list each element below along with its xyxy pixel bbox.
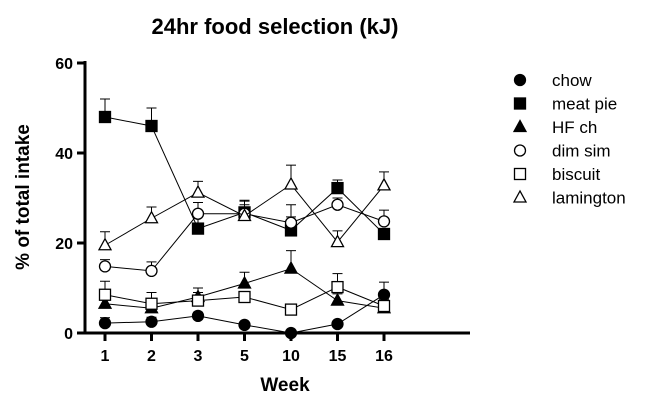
- y-axis-title: % of total intake: [13, 124, 34, 270]
- y-tick-label: 60: [55, 56, 73, 73]
- data-point-lamington: [97, 237, 113, 251]
- y-tick-label: 20: [55, 236, 73, 253]
- data-point-biscuit: [98, 288, 112, 301]
- data-point-lamington: [376, 177, 392, 191]
- data-point-meat-pie: [377, 227, 391, 241]
- data-point-hf-ch: [237, 275, 252, 289]
- data-point-chow: [284, 326, 298, 340]
- data-point-chow: [98, 316, 112, 330]
- legend-item-biscuit: biscuit: [513, 165, 600, 184]
- data-point-chow: [331, 317, 344, 331]
- y-tick-label: 0: [64, 326, 73, 343]
- chart-title: 24hr food selection (kJ): [152, 14, 399, 39]
- legend-marker-chow: [513, 73, 527, 87]
- data-point-lamington: [283, 176, 299, 190]
- data-point-biscuit: [377, 299, 391, 313]
- y-tick-label: 40: [55, 146, 73, 163]
- data-point-meat-pie: [145, 119, 158, 133]
- x-tick-label: 1: [101, 348, 110, 365]
- data-point-hf-ch: [330, 292, 345, 306]
- legend-item-chow: chow: [513, 71, 592, 90]
- x-tick-label: 5: [240, 348, 249, 365]
- data-point-dim-sim: [191, 207, 205, 220]
- legend-label: lamington: [552, 189, 626, 208]
- data-point-biscuit: [331, 280, 344, 294]
- data-point-chow: [191, 309, 205, 323]
- data-point-dim-sim: [98, 260, 112, 273]
- data-point-lamington: [237, 208, 252, 222]
- legend-marker-dim-sim: [513, 144, 527, 157]
- data-point-chow: [145, 315, 158, 328]
- legend-label: biscuit: [552, 165, 600, 184]
- x-tick-label: 16: [375, 348, 393, 365]
- legend-label: dim sim: [552, 142, 611, 161]
- legend-item-lamington: lamington: [512, 189, 626, 208]
- data-point-chow: [377, 288, 391, 301]
- legend-label: HF ch: [552, 118, 597, 137]
- legend-marker-hf-ch: [512, 119, 528, 133]
- plot-area: [97, 98, 392, 340]
- legend-item-meat-pie: meat pie: [513, 95, 617, 114]
- data-point-hf-ch: [97, 295, 113, 309]
- series-biscuit: [98, 273, 391, 316]
- data-point-chow: [238, 318, 251, 332]
- series-hf-ch: [97, 250, 392, 314]
- legend-label: chow: [552, 71, 592, 90]
- data-point-hf-ch: [283, 260, 299, 274]
- legend-marker-lamington: [512, 189, 528, 203]
- series-lamington: [97, 164, 392, 251]
- x-tick-label: 10: [282, 348, 300, 365]
- data-point-dim-sim: [145, 264, 158, 278]
- data-point-biscuit: [191, 294, 205, 307]
- data-point-meat-pie: [331, 181, 344, 195]
- legend-item-hf-ch: HF ch: [512, 118, 597, 137]
- data-point-dim-sim: [377, 215, 391, 228]
- legend-marker-biscuit: [513, 167, 527, 181]
- data-point-lamington: [330, 234, 345, 248]
- data-point-biscuit: [145, 297, 158, 310]
- series-dim-sim: [98, 197, 391, 278]
- chart-axes: 0 20 40 60 1 2 3 5 10 15 16: [55, 56, 470, 365]
- x-tick-label: 3: [194, 348, 203, 365]
- data-point-dim-sim: [331, 198, 344, 211]
- legend-item-dim-sim: dim sim: [513, 142, 611, 161]
- x-axis-title: Week: [260, 375, 310, 395]
- data-point-lamington: [190, 184, 206, 198]
- x-tick-label: 2: [147, 348, 156, 365]
- data-point-lamington: [144, 210, 159, 224]
- data-point-biscuit: [238, 290, 251, 304]
- legend-marker-meat-pie: [513, 97, 527, 110]
- data-point-meat-pie: [98, 110, 112, 124]
- legend: chow meat pie HF ch dim sim biscuit lamington: [512, 71, 626, 208]
- data-point-meat-pie: [191, 222, 205, 235]
- series-chow: [98, 281, 391, 340]
- x-tick-label: 15: [329, 348, 347, 365]
- data-point-dim-sim: [284, 216, 298, 229]
- data-point-biscuit: [284, 303, 298, 316]
- legend-label: meat pie: [552, 95, 617, 114]
